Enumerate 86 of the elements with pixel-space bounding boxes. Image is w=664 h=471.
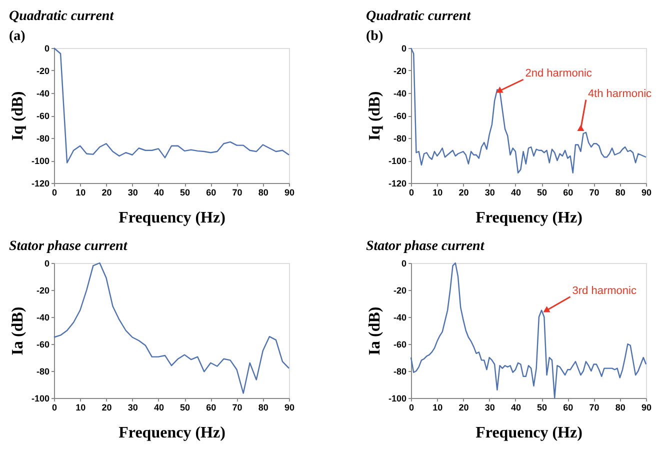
text: (a)	[9, 29, 26, 44]
x-tick-label: 40	[154, 188, 164, 198]
x-tick-label: 10	[432, 188, 443, 198]
y-tick-label: -40	[393, 88, 406, 98]
annotation: 4th harmonic	[588, 88, 652, 100]
x-tick-label: 90	[641, 402, 652, 412]
x-tick-label: 20	[458, 402, 469, 412]
x-tick-label: 90	[284, 188, 295, 198]
x-tick-label: 50	[180, 188, 190, 198]
chart-title: Stator phase current	[8, 239, 128, 254]
y-axis-title: Ia (dB)	[9, 306, 26, 356]
chart-title: Quadratic current	[8, 9, 115, 24]
y-tick-label: -100	[31, 156, 50, 166]
x-tick-label: 30	[128, 188, 138, 198]
x-tick-label: 0	[52, 188, 58, 198]
x-tick-label: 60	[563, 188, 574, 198]
x-tick-label: 80	[615, 402, 626, 412]
y-tick-label: -20	[36, 66, 50, 76]
x-tick-label: 80	[615, 188, 626, 198]
x-tick-label: 0	[408, 402, 414, 412]
y-tick-label: -20	[393, 66, 406, 76]
y-tick-label: -80	[393, 366, 406, 376]
chart-title: Stator phase current	[366, 239, 486, 254]
y-tick-label: 0	[401, 44, 406, 54]
x-tick-label: 30	[484, 188, 495, 198]
x-tick-label: 60	[563, 402, 574, 412]
text: (b)	[366, 29, 384, 44]
x-tick-label: 80	[258, 188, 268, 198]
y-tick-label: -120	[388, 178, 406, 188]
y-tick-label: -60	[393, 340, 406, 350]
x-axis-title: Frequency (Hz)	[118, 210, 226, 226]
x-axis-title: Frequency (Hz)	[476, 210, 582, 226]
x-tick-label: 40	[154, 402, 164, 412]
y-tick-label: -100	[388, 156, 406, 166]
chart-title: Quadratic current	[366, 9, 472, 24]
y-axis-title: Iq (dB)	[9, 91, 26, 141]
x-axis-title: Frequency (Hz)	[476, 424, 582, 442]
y-tick-label: -80	[36, 134, 50, 144]
y-tick-label: -20	[36, 286, 50, 296]
x-tick-label: 70	[589, 402, 600, 412]
y-tick-label: -60	[36, 340, 50, 350]
line-series	[53, 262, 290, 394]
x-tick-label: 70	[232, 188, 242, 198]
y-tick-label: -100	[31, 394, 50, 404]
x-tick-label: 60	[206, 188, 216, 198]
y-tick-label: -40	[36, 88, 50, 98]
x-tick-label: 60	[206, 402, 216, 412]
x-tick-label: 10	[432, 402, 443, 412]
x-tick-label: 30	[128, 402, 138, 412]
x-tick-label: 80	[258, 402, 268, 412]
y-tick-label: -20	[393, 286, 406, 296]
y-tick-label: 0	[44, 44, 50, 54]
y-tick-label: -80	[36, 366, 50, 376]
x-axis-title: Frequency (Hz)	[118, 424, 226, 442]
x-tick-label: 50	[537, 188, 548, 198]
x-tick-label: 20	[102, 188, 112, 198]
x-tick-label: 90	[641, 188, 652, 198]
y-tick-label: -40	[36, 312, 50, 322]
line-series	[53, 47, 290, 164]
y-axis-title: Iq (dB)	[366, 91, 384, 141]
x-tick-label: 30	[484, 402, 495, 412]
x-tick-label: 70	[589, 188, 600, 198]
x-tick-label: 70	[232, 402, 242, 412]
x-tick-label: 90	[284, 402, 295, 412]
x-tick-label: 10	[76, 402, 86, 412]
annotation: 2nd harmonic	[525, 68, 592, 80]
y-tick-label: -100	[388, 394, 406, 404]
x-tick-label: 50	[180, 402, 190, 412]
line-series	[410, 262, 647, 399]
x-tick-label: 40	[510, 188, 521, 198]
y-tick-label: -40	[393, 312, 406, 322]
x-tick-label: 40	[510, 402, 521, 412]
y-tick-label: -80	[393, 134, 406, 144]
x-tick-label: 0	[408, 188, 414, 198]
x-tick-label: 20	[102, 402, 112, 412]
x-tick-label: 10	[76, 188, 86, 198]
x-tick-label: 0	[52, 402, 58, 412]
y-tick-label: -60	[36, 111, 50, 121]
y-tick-label: -60	[393, 111, 406, 121]
y-tick-label: -120	[31, 178, 50, 188]
x-tick-label: 20	[458, 188, 469, 198]
annotation: 3rd harmonic	[572, 284, 637, 297]
y-tick-label: 0	[44, 258, 50, 268]
y-tick-label: 0	[401, 258, 406, 268]
y-axis-title: Ia (dB)	[366, 306, 384, 356]
x-tick-label: 50	[537, 402, 548, 412]
